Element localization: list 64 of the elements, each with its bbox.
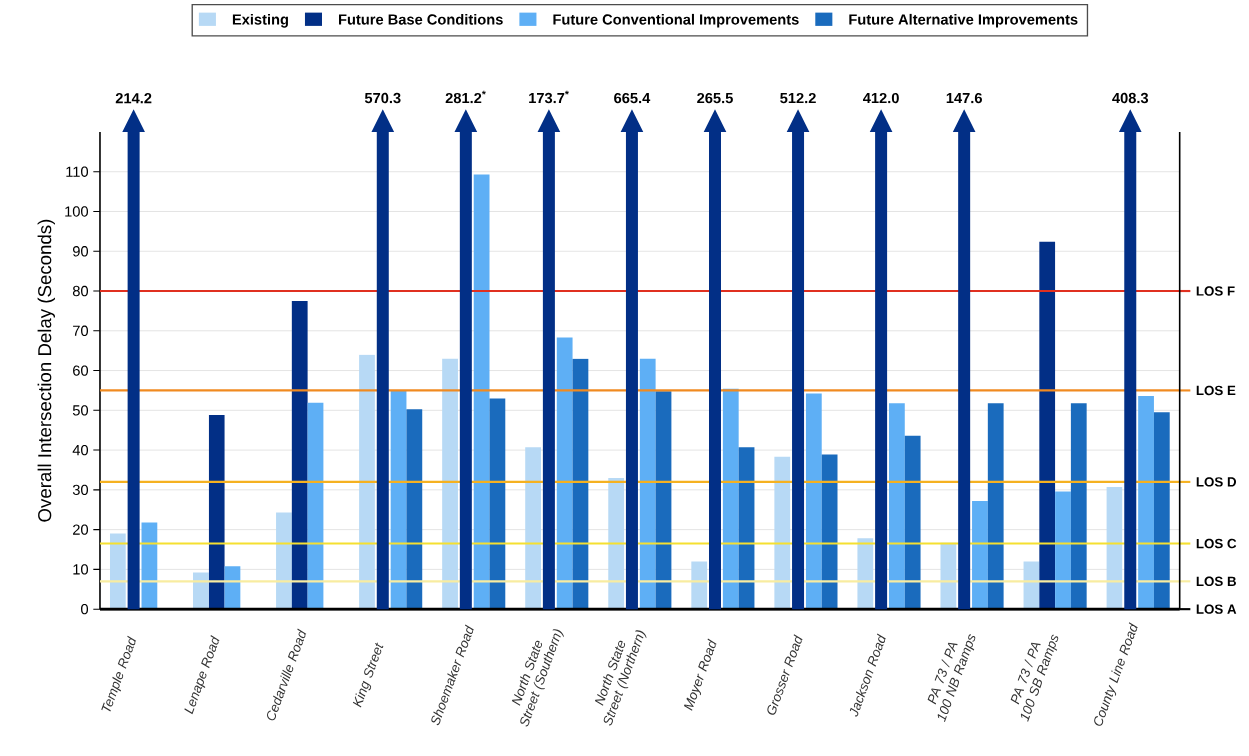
text: 281.2$^{*}$	[445, 90, 486, 104]
y-tick-label: 50	[72, 405, 89, 416]
bar	[1106, 487, 1123, 610]
bar	[307, 402, 324, 610]
x-tick-label: PA 73 / PA 100 NB Ramps	[927, 634, 976, 723]
text: 570.3	[364, 92, 401, 104]
bar	[940, 542, 957, 610]
y-tick-label: 10	[73, 564, 89, 575]
y-axis-title: Overall Intersection Delay (Seconds)	[37, 219, 55, 522]
y-tick-label: 30	[72, 484, 89, 496]
bar	[987, 403, 1004, 610]
legend-label: Future Conventional Improvements	[553, 14, 799, 28]
ref-line-label: LOS A	[1196, 604, 1237, 614]
y-tick-label: 40	[72, 445, 89, 456]
bar	[972, 501, 988, 610]
text: 147.6	[946, 93, 982, 104]
bar	[276, 512, 292, 610]
bar	[655, 391, 672, 610]
bar	[1055, 491, 1071, 610]
bar	[608, 478, 625, 610]
text: 214.2	[115, 93, 152, 104]
bar	[691, 561, 708, 610]
text: 412.0	[862, 93, 899, 104]
legend-label: Future Alternative Improvements	[849, 14, 1078, 28]
bar	[821, 454, 838, 610]
ref-line-label: LOS E	[1196, 385, 1236, 396]
bar	[193, 572, 209, 610]
bar	[904, 435, 921, 610]
bar	[525, 447, 541, 610]
y-tick-label: 110	[66, 166, 89, 178]
y-tick-label: 20	[73, 524, 89, 535]
bar	[738, 447, 755, 610]
text: 173.7$^{*}$	[529, 90, 569, 104]
y-tick-label: 70	[73, 325, 89, 337]
bar	[774, 456, 791, 610]
y-tick-label: 100	[65, 206, 89, 217]
bar	[489, 398, 506, 610]
bar	[291, 301, 308, 610]
x-tick-label: PA 73 / PA 100 SB Ramps	[1010, 634, 1059, 722]
legend-label: Existing	[232, 14, 288, 28]
text: 665.4	[614, 93, 651, 104]
x-tick-label: County Line Road	[1094, 622, 1138, 726]
y-tick-label: 0	[81, 604, 89, 615]
bar	[1070, 403, 1087, 610]
bar	[1023, 561, 1040, 610]
bar	[406, 409, 423, 610]
x-tick-label: Temple Road	[101, 635, 137, 712]
x-tick-label: Moyer Road	[683, 638, 717, 711]
y-tick-label: 90	[72, 246, 89, 257]
bar	[1153, 412, 1170, 610]
bar	[208, 415, 225, 610]
text: 408.3	[1112, 92, 1149, 104]
legend-label: Future Base Conditions	[339, 14, 503, 25]
bar	[572, 358, 589, 610]
ref-line-label: LOS C	[1196, 538, 1237, 549]
text: 265.5	[697, 93, 733, 104]
ref-line-label: LOS B	[1196, 576, 1236, 587]
x-tick-label: King Street	[352, 642, 384, 708]
ref-line-label: LOS D	[1196, 477, 1237, 487]
y-tick-label: 60	[73, 365, 89, 376]
ref-line-label: LOS F	[1196, 286, 1235, 296]
bar	[1039, 241, 1056, 610]
y-tick-label: 80	[72, 285, 89, 297]
text: 512.2	[780, 93, 816, 104]
